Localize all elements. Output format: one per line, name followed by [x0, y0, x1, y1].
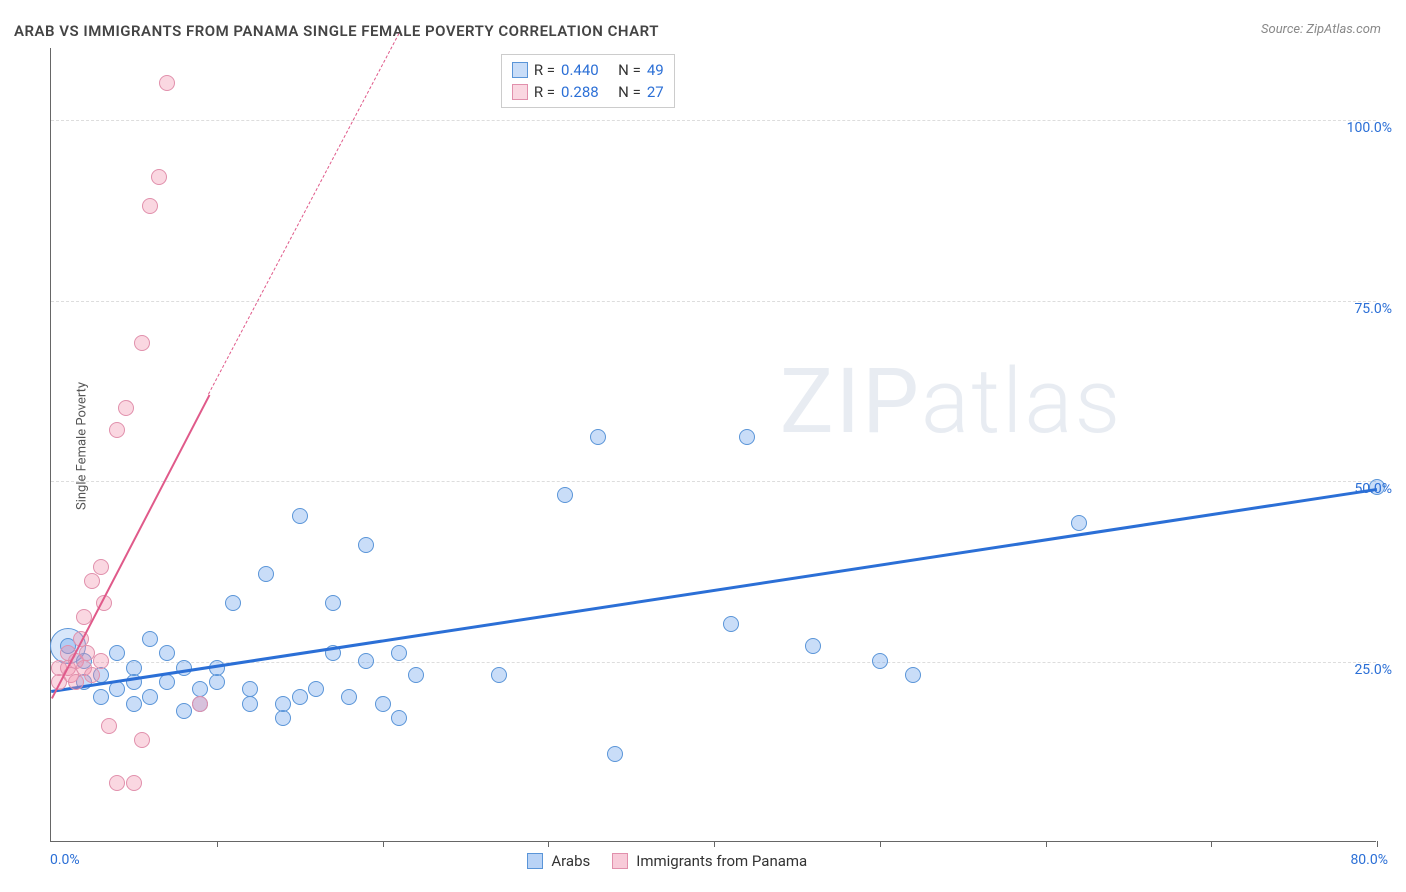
- scatter-point: [134, 732, 150, 748]
- y-tick-label: 50.0%: [1354, 481, 1392, 497]
- legend-label: Immigrants from Panama: [636, 852, 807, 870]
- y-tick-label: 100.0%: [1347, 120, 1392, 136]
- scatter-point: [872, 653, 888, 669]
- r-value: 0.440: [561, 59, 599, 81]
- scatter-point: [292, 508, 308, 524]
- scatter-point: [408, 667, 424, 683]
- scatter-point: [308, 681, 324, 697]
- scatter-point: [905, 667, 921, 683]
- scatter-point: [275, 696, 291, 712]
- legend-bottom: Arabs Immigrants from Panama: [527, 852, 807, 870]
- y-tick-label: 75.0%: [1354, 301, 1392, 317]
- scatter-point: [325, 595, 341, 611]
- scatter-point: [109, 645, 125, 661]
- scatter-point: [142, 631, 158, 647]
- trend-line: [51, 488, 1377, 693]
- scatter-point: [491, 667, 507, 683]
- x-tick: [548, 841, 549, 847]
- x-tick: [1377, 841, 1378, 847]
- source-attribution: Source: ZipAtlas.com: [1261, 22, 1381, 37]
- scatter-point: [375, 696, 391, 712]
- watermark: ZIPatlas: [780, 349, 1122, 454]
- x-axis-start-label: 0.0%: [50, 852, 80, 868]
- scatter-point: [723, 616, 739, 632]
- scatter-point: [142, 689, 158, 705]
- scatter-point: [192, 696, 208, 712]
- x-axis-end-label: 80.0%: [1350, 852, 1388, 868]
- scatter-point: [159, 645, 175, 661]
- plot-area: ZIPatlas: [50, 48, 1376, 842]
- legend-item: Immigrants from Panama: [612, 852, 807, 870]
- scatter-point: [159, 75, 175, 91]
- r-value: 0.288: [561, 81, 599, 103]
- x-tick: [714, 841, 715, 847]
- legend-swatch: [512, 84, 528, 100]
- scatter-point: [134, 335, 150, 351]
- correlation-legend: R =0.440 N =49R =0.288 N =27: [501, 54, 675, 108]
- trend-line: [51, 394, 210, 698]
- scatter-point: [68, 674, 84, 690]
- n-value: 49: [647, 59, 664, 81]
- legend-label: Arabs: [551, 852, 590, 870]
- gridline: [51, 120, 1376, 121]
- scatter-point: [242, 681, 258, 697]
- trend-line-extrapolation: [208, 34, 399, 395]
- scatter-point: [159, 674, 175, 690]
- scatter-point: [93, 689, 109, 705]
- scatter-point: [84, 667, 100, 683]
- y-tick-label: 25.0%: [1354, 662, 1392, 678]
- x-tick: [383, 841, 384, 847]
- legend-row: R =0.288 N =27: [512, 81, 664, 103]
- scatter-point: [258, 566, 274, 582]
- legend-row: R =0.440 N =49: [512, 59, 664, 81]
- scatter-point: [341, 689, 357, 705]
- scatter-point: [109, 422, 125, 438]
- gridline: [51, 481, 1376, 482]
- scatter-point: [557, 487, 573, 503]
- legend-swatch: [527, 853, 543, 869]
- scatter-point: [109, 775, 125, 791]
- scatter-point: [590, 429, 606, 445]
- scatter-point: [118, 400, 134, 416]
- scatter-point: [101, 718, 117, 734]
- scatter-point: [242, 696, 258, 712]
- scatter-point: [126, 775, 142, 791]
- scatter-point: [142, 198, 158, 214]
- scatter-point: [109, 681, 125, 697]
- scatter-point: [126, 696, 142, 712]
- scatter-point: [391, 710, 407, 726]
- scatter-point: [805, 638, 821, 654]
- gridline: [51, 301, 1376, 302]
- scatter-point: [739, 429, 755, 445]
- legend-swatch: [612, 853, 628, 869]
- n-value: 27: [647, 81, 664, 103]
- scatter-point: [275, 710, 291, 726]
- scatter-point: [151, 169, 167, 185]
- scatter-point: [93, 653, 109, 669]
- scatter-point: [391, 645, 407, 661]
- scatter-point: [209, 674, 225, 690]
- scatter-point: [93, 559, 109, 575]
- scatter-point: [176, 703, 192, 719]
- scatter-point: [358, 537, 374, 553]
- x-tick: [1211, 841, 1212, 847]
- scatter-point: [607, 746, 623, 762]
- scatter-point: [84, 573, 100, 589]
- scatter-point: [225, 595, 241, 611]
- scatter-point: [358, 653, 374, 669]
- x-tick: [1046, 841, 1047, 847]
- x-tick: [880, 841, 881, 847]
- scatter-point: [292, 689, 308, 705]
- legend-swatch: [512, 62, 528, 78]
- scatter-point: [1071, 515, 1087, 531]
- x-tick: [217, 841, 218, 847]
- legend-item: Arabs: [527, 852, 590, 870]
- chart-title: ARAB VS IMMIGRANTS FROM PANAMA SINGLE FE…: [14, 22, 659, 40]
